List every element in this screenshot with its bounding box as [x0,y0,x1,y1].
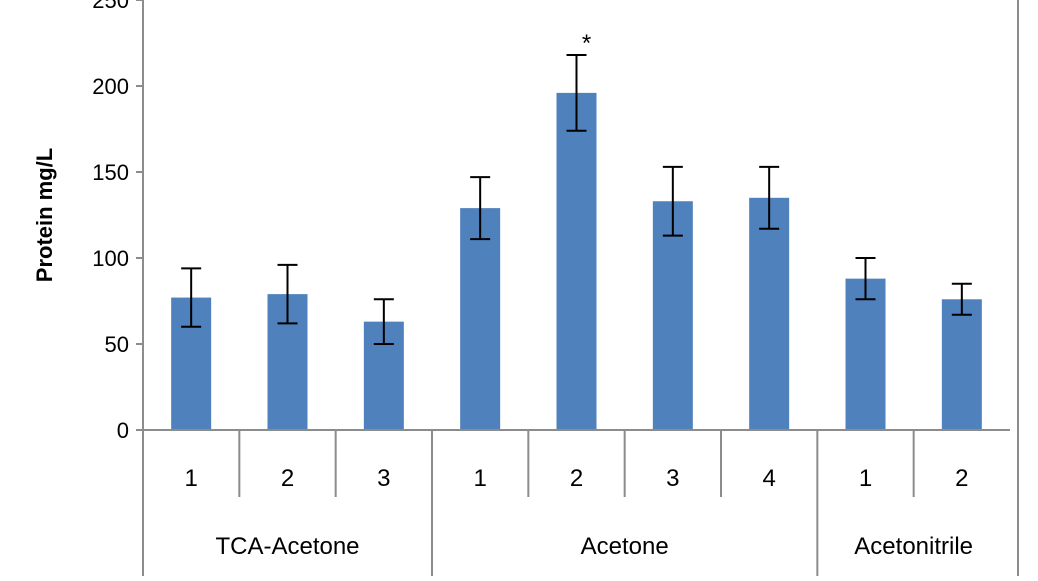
x-tick-label: 3 [666,465,679,492]
y-axis-label: Protein mg/L [32,148,57,282]
x-tick-label: 3 [377,465,390,492]
x-tick-label: 2 [281,465,294,492]
y-tick-label: 50 [105,332,129,357]
x-tick-label: 1 [859,465,872,492]
bar [845,278,886,430]
x-axis: 1 2 3 1 2 3 4 1 2 TCA-Acetone Acetone Acetonitrile [142,429,1010,576]
y-tick-label: 200 [92,74,129,99]
group-label: Acetonitrile [854,533,973,560]
y-tick-label: 0 [117,418,129,443]
significance-marker: * [582,30,591,57]
bars: * [171,30,982,430]
y-tick-label: 100 [92,246,129,271]
x-tick-label: 1 [473,465,486,492]
y-axis: 0 50 100 150 200 250 [92,0,1019,576]
group-label: Acetone [581,533,669,560]
group-label: TCA-Acetone [215,533,359,560]
y-tick-label: 250 [92,0,129,13]
bar [941,299,982,430]
x-tick-label: 4 [762,465,775,492]
x-tick-label: 2 [570,465,583,492]
bar [749,197,790,430]
y-tick-label: 150 [92,160,129,185]
x-tick-label: 1 [184,465,197,492]
bar [460,208,501,430]
bar [556,92,597,430]
bar [652,201,693,430]
x-tick-label: 2 [955,465,968,492]
